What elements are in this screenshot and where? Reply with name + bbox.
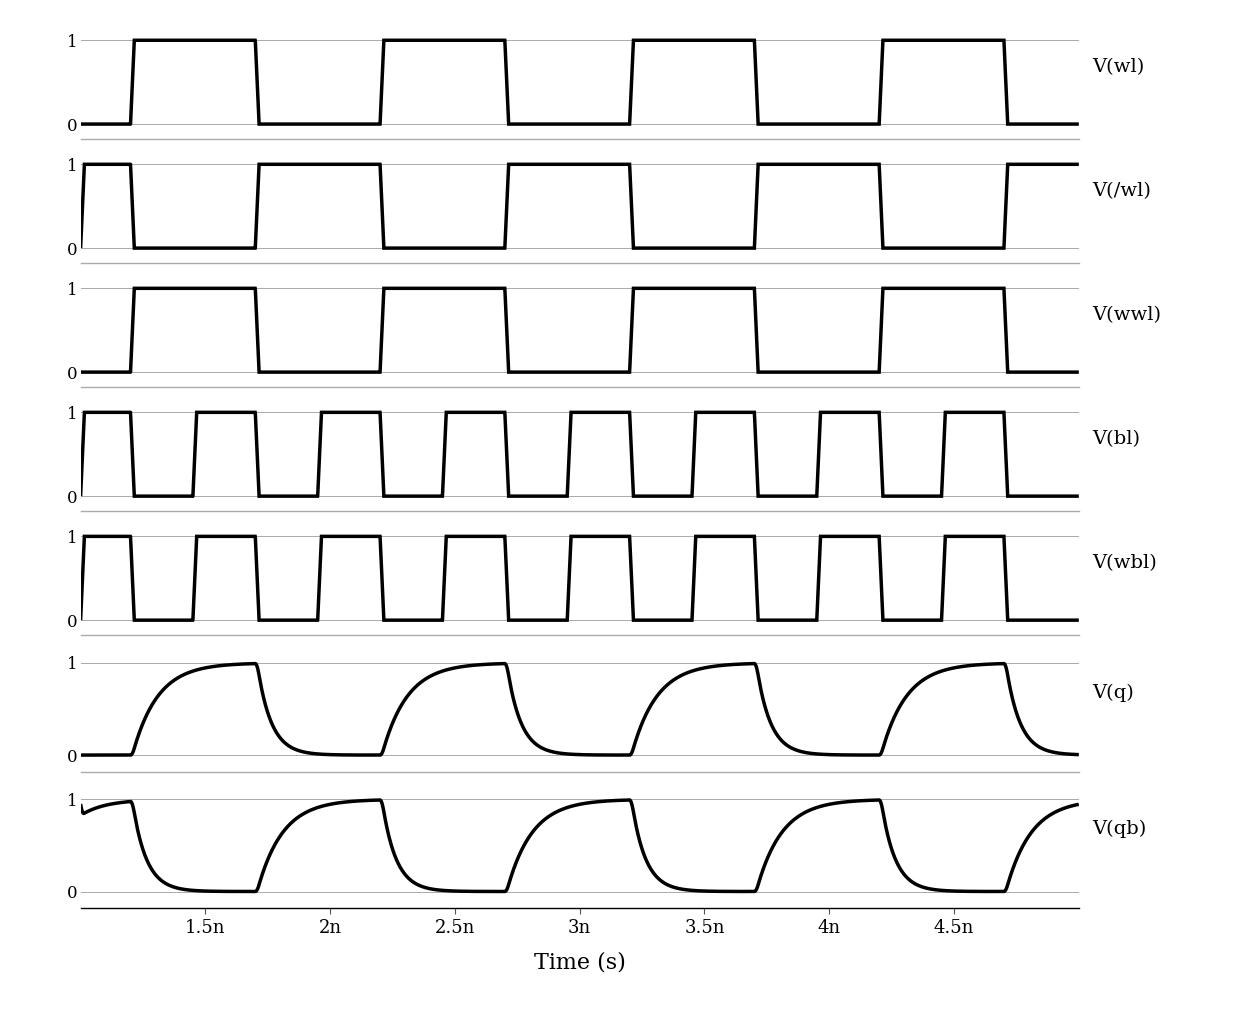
Text: V(qb): V(qb) [1091,820,1146,838]
Text: V(wwl): V(wwl) [1091,307,1161,324]
Text: V(/wl): V(/wl) [1091,183,1151,200]
X-axis label: Time (s): Time (s) [533,951,626,973]
Text: V(q): V(q) [1091,683,1133,701]
Text: V(wl): V(wl) [1091,59,1145,77]
Text: V(bl): V(bl) [1091,430,1140,448]
Text: V(wbl): V(wbl) [1091,554,1157,572]
